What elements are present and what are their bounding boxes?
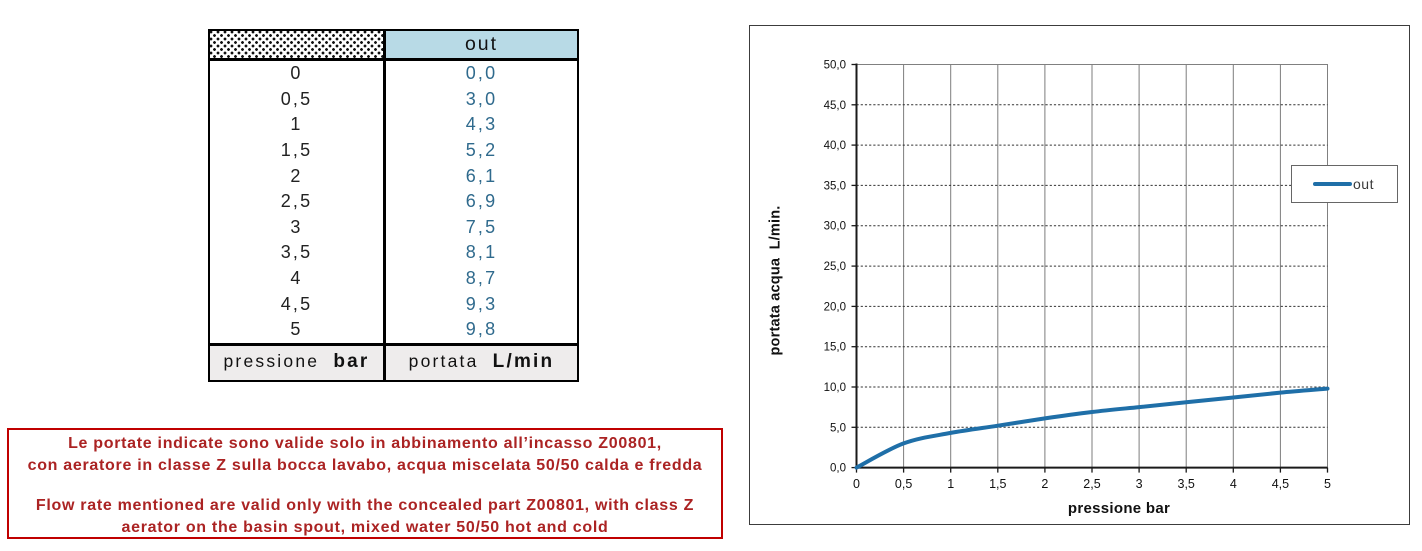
svg-text:50,0: 50,0 <box>824 60 846 72</box>
svg-text:portata acqua L/min.: portata acqua L/min. <box>768 205 784 355</box>
svg-text:35,0: 35,0 <box>824 180 846 192</box>
svg-text:2,5: 2,5 <box>1083 477 1100 491</box>
svg-text:25,0: 25,0 <box>824 261 846 273</box>
svg-text:0: 0 <box>853 477 860 491</box>
svg-text:1,5: 1,5 <box>989 477 1006 491</box>
svg-text:5: 5 <box>1324 477 1331 491</box>
svg-text:30,0: 30,0 <box>824 221 846 233</box>
svg-text:4: 4 <box>1230 477 1237 491</box>
svg-text:pressione bar: pressione bar <box>1068 500 1170 517</box>
svg-text:0,5: 0,5 <box>895 477 912 491</box>
svg-text:3: 3 <box>1136 477 1143 491</box>
svg-text:out: out <box>1353 176 1374 192</box>
svg-text:4,5: 4,5 <box>1272 477 1289 491</box>
svg-text:2: 2 <box>1041 477 1048 491</box>
svg-text:45,0: 45,0 <box>824 100 846 112</box>
svg-text:40,0: 40,0 <box>824 140 846 152</box>
svg-text:15,0: 15,0 <box>824 342 846 354</box>
svg-text:1: 1 <box>947 477 954 491</box>
svg-text:20,0: 20,0 <box>824 301 846 313</box>
svg-text:10,0: 10,0 <box>824 382 846 394</box>
svg-text:5,0: 5,0 <box>830 422 846 434</box>
svg-text:0,0: 0,0 <box>830 463 846 475</box>
svg-text:3,5: 3,5 <box>1178 477 1195 491</box>
